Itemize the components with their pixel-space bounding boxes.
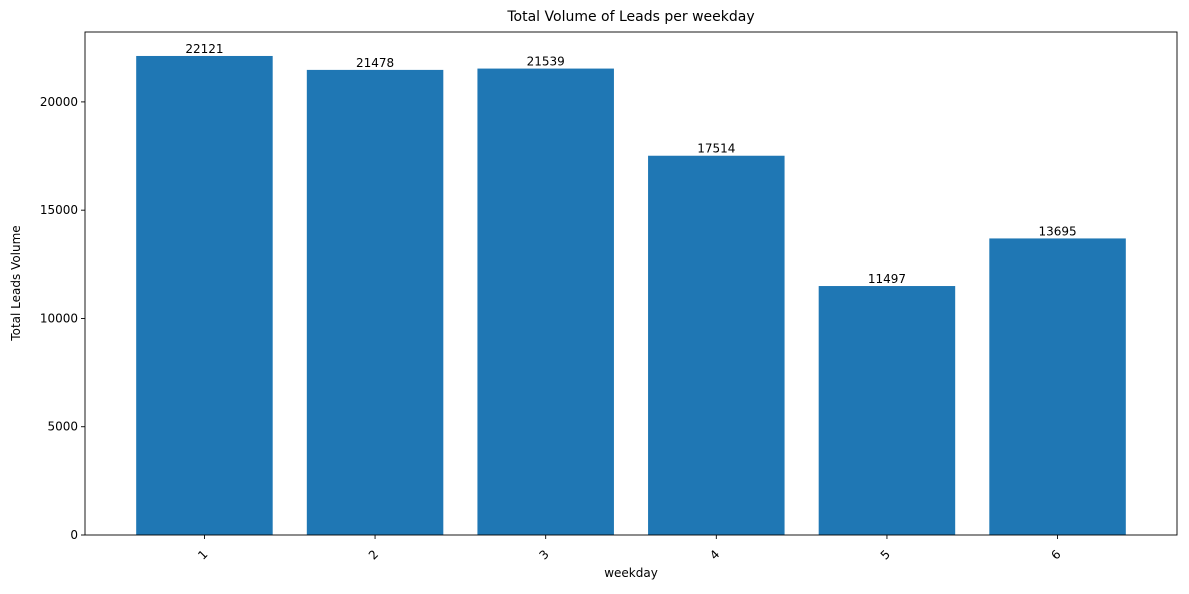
y-tick-label-10000: 10000 — [40, 311, 78, 325]
y-axis-label: Total Leads Volume — [9, 225, 23, 341]
data-label-5: 11497 — [868, 272, 906, 286]
data-labels-layer: 22121 21478 21539 17514 11497 13695 — [185, 42, 1076, 286]
y-tick-label-20000: 20000 — [40, 95, 78, 109]
bar-2 — [306, 69, 444, 536]
x-axis-label: weekday — [604, 566, 658, 580]
bar-5 — [818, 286, 956, 535]
y-tick-label-5000: 5000 — [47, 420, 78, 434]
chart-title: Total Volume of Leads per weekday — [506, 9, 754, 25]
data-label-4: 17514 — [697, 142, 735, 156]
bars-layer — [136, 55, 1126, 536]
data-label-6: 13695 — [1038, 224, 1076, 238]
data-label-2: 21478 — [356, 56, 394, 70]
y-tick-label-15000: 15000 — [40, 203, 78, 217]
data-label-1: 22121 — [185, 42, 223, 56]
bar-1 — [136, 55, 273, 535]
bar-3 — [477, 68, 614, 535]
y-tick-label-0: 0 — [70, 528, 78, 542]
y-axis-ticks: 0 5000 10000 15000 20000 — [40, 95, 85, 542]
bar-4 — [648, 155, 785, 536]
axes-frame — [84, 31, 1178, 536]
data-label-3: 21539 — [527, 55, 565, 69]
bar-6 — [989, 238, 1126, 535]
